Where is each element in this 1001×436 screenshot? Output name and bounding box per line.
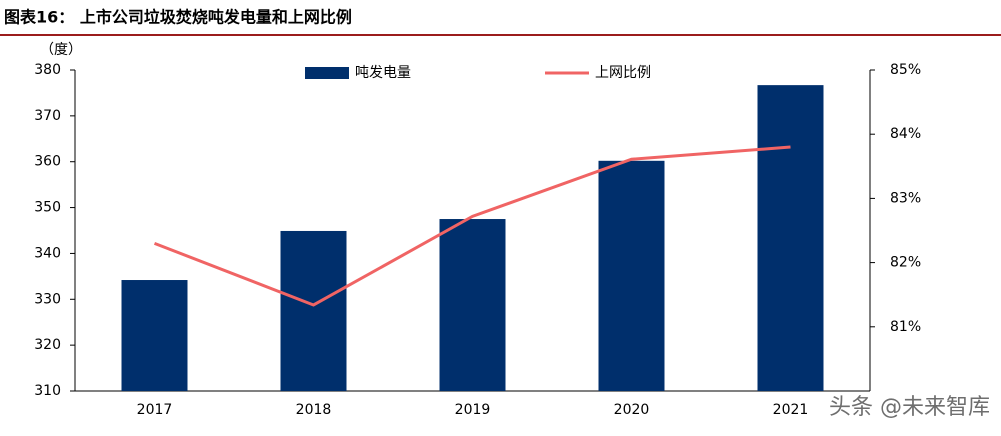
y-tick-label: 310: [34, 383, 61, 399]
y-tick-label: 350: [34, 200, 61, 216]
x-tick-label: 2020: [614, 402, 650, 418]
y2-tick-label: 82%: [890, 255, 921, 271]
x-tick-label: 2021: [773, 402, 809, 418]
legend-label: 吨发电量: [355, 65, 411, 81]
x-tick-label: 2018: [296, 402, 332, 418]
y-tick-label: 330: [34, 291, 61, 307]
bar: [598, 160, 665, 391]
x-tick-label: 2017: [137, 402, 173, 418]
y-tick-label: 340: [34, 245, 61, 261]
legend-label: 上网比例: [595, 65, 651, 81]
y2-tick-label: 85%: [890, 62, 921, 78]
y2-tick-label: 83%: [890, 190, 921, 206]
y-axis-label: （度）: [40, 42, 82, 58]
bar: [439, 219, 506, 391]
chart-title: 图表16： 上市公司垃圾焚烧吨发电量和上网比例: [4, 8, 352, 27]
bar: [121, 280, 188, 391]
bar: [280, 230, 347, 391]
y2-tick-label: 84%: [890, 126, 921, 142]
legend-swatch: [305, 67, 349, 79]
y-tick-label: 380: [34, 62, 61, 78]
x-tick-label: 2019: [455, 402, 491, 418]
bar: [757, 85, 824, 391]
y-tick-label: 360: [34, 154, 61, 170]
watermark: 头条 @未来智库: [829, 395, 990, 420]
line: [153, 145, 791, 307]
y2-tick-label: 81%: [890, 319, 921, 335]
y-tick-label: 320: [34, 337, 61, 353]
y-tick-label: 370: [34, 108, 61, 124]
